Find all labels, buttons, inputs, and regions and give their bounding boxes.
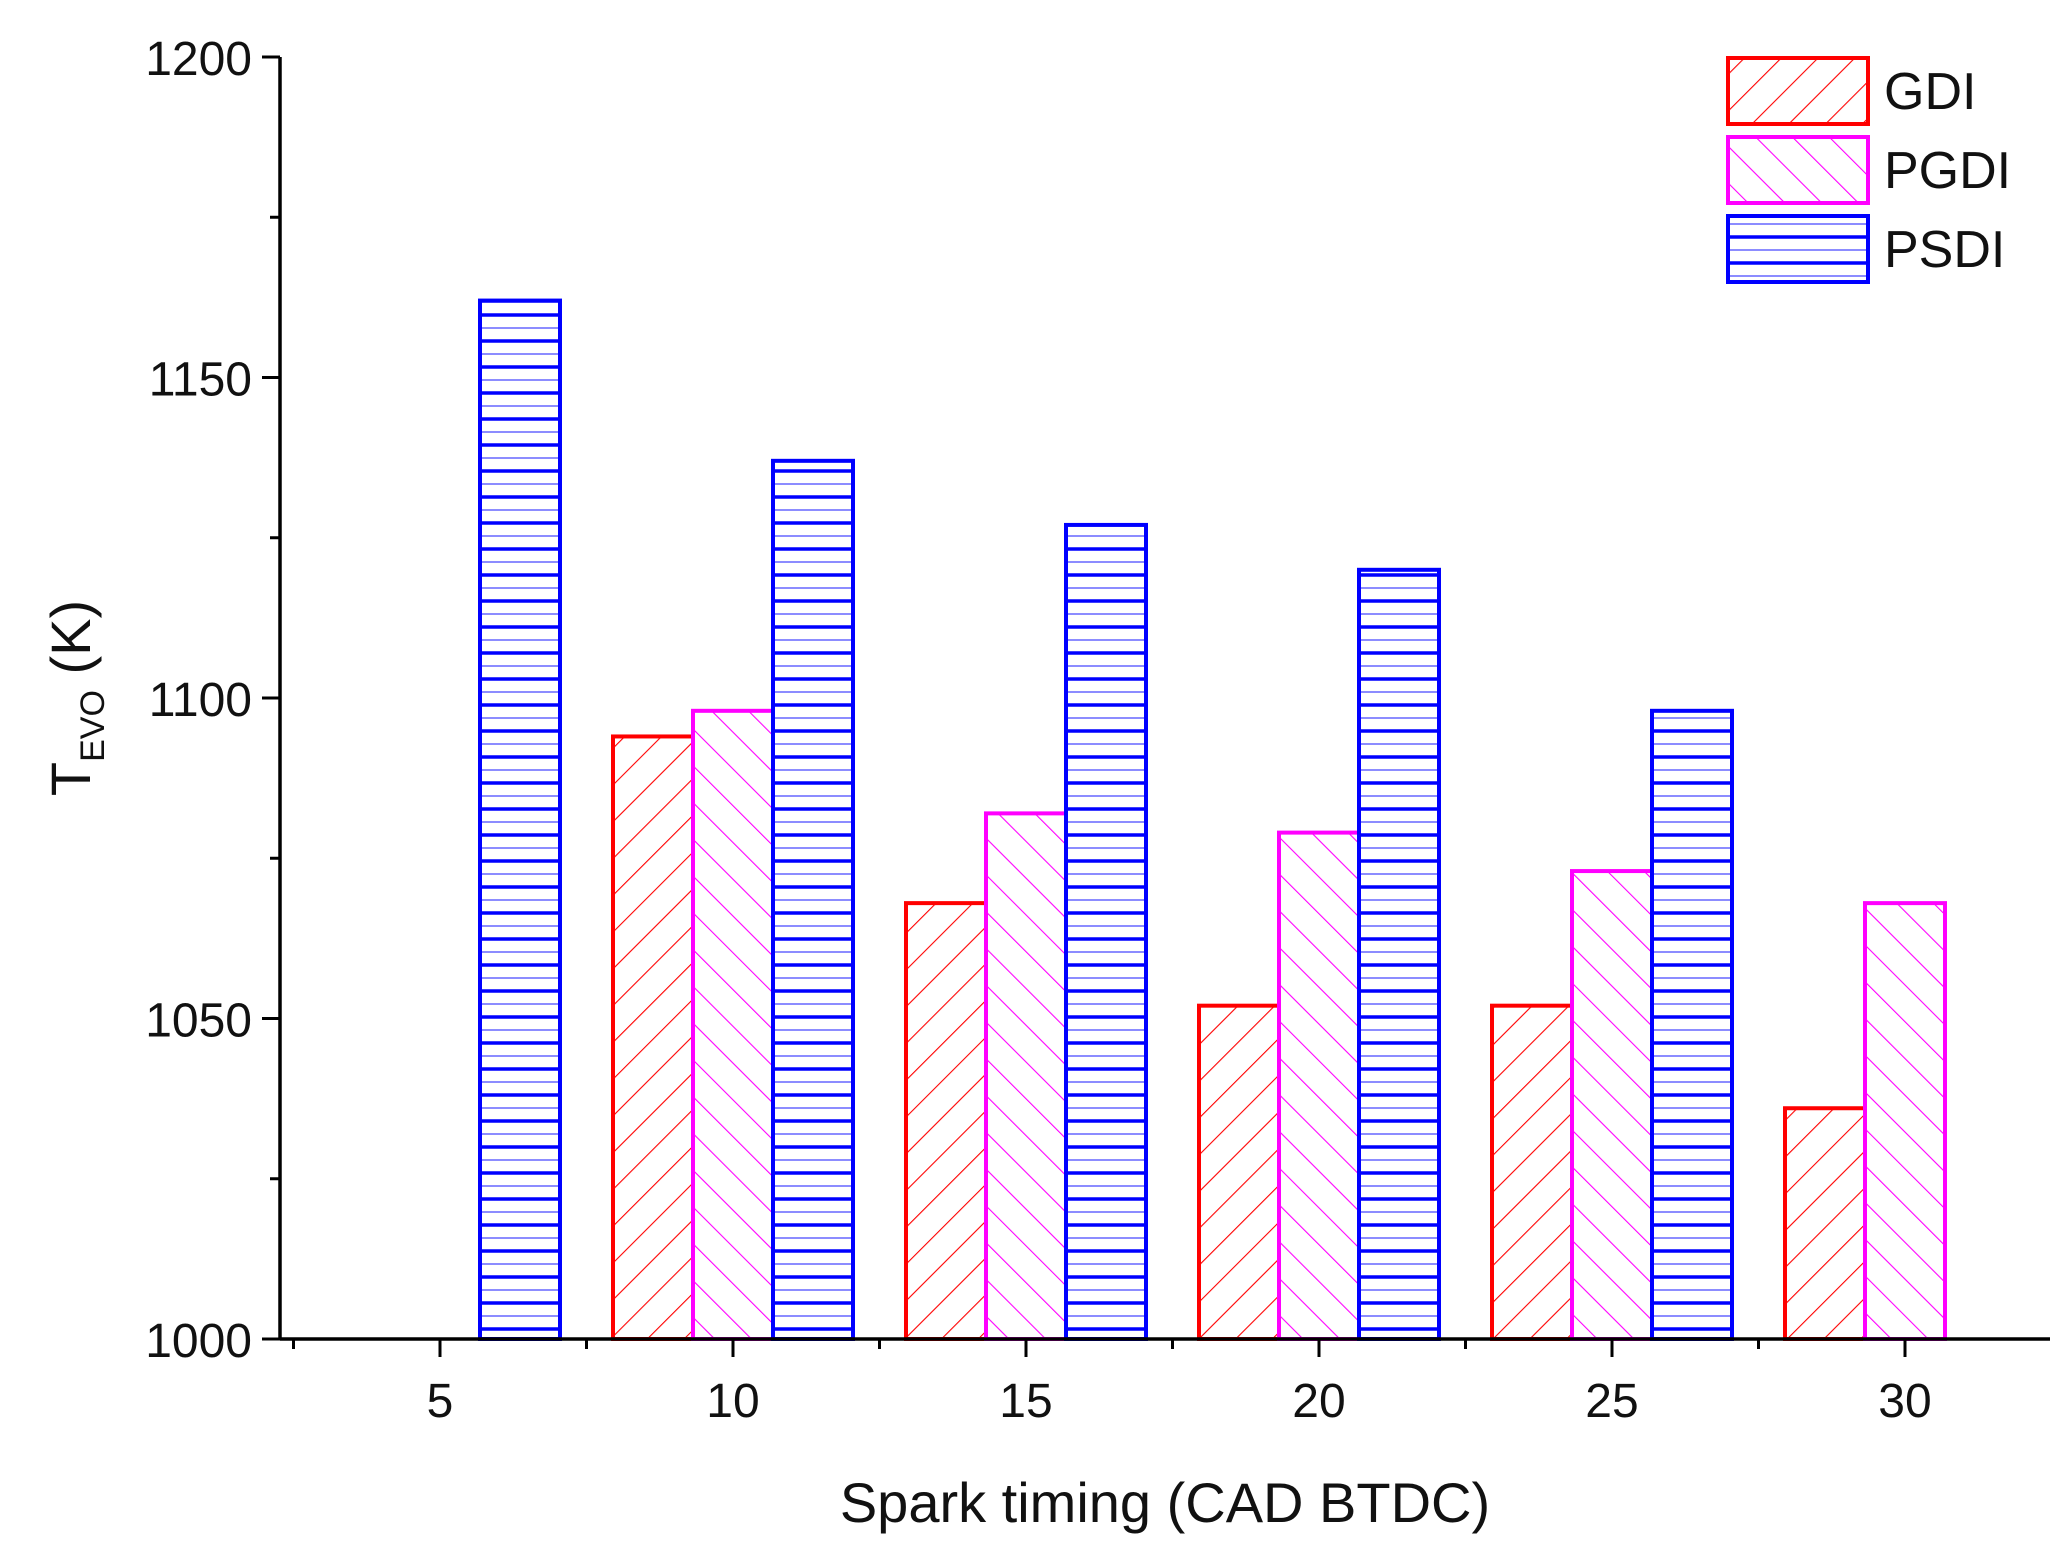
legend-label-pgdi: PGDI (1884, 142, 2011, 200)
bar-gdi-30 (1783, 1106, 1867, 1341)
x-tick-label: 5 (427, 1375, 454, 1428)
x-ticks-group: 5 10 15 20 25 30 (292, 1339, 1932, 1428)
plot-area: 1000 1050 1100 1150 1200 5 10 15 20 25 30 (145, 33, 2050, 1428)
bar-pgdi-10 (691, 708, 775, 1341)
y-tick-label: 1050 (145, 995, 252, 1048)
bar-psdi-10 (771, 458, 855, 1341)
bar-psdi-5 (478, 298, 562, 1342)
bars-group (478, 298, 1947, 1342)
x-tick-label: 20 (1292, 1375, 1345, 1428)
y-axis-title-main: T (39, 762, 102, 796)
legend-swatch-gdi (1726, 56, 1870, 126)
bar-psdi-15 (1064, 522, 1148, 1341)
y-axis-title: TEVO (K) (39, 600, 112, 796)
y-ticks-group: 1000 1050 1100 1150 1200 (145, 33, 280, 1368)
x-tick-label: 10 (706, 1375, 759, 1428)
bar-pgdi-20 (1277, 830, 1361, 1341)
bar-psdi-25 (1650, 708, 1734, 1341)
y-tick-label: 1100 (149, 674, 252, 727)
bar-pgdi-15 (984, 811, 1068, 1341)
legend-label-gdi: GDI (1884, 63, 1976, 121)
legend-swatch-psdi (1726, 214, 1870, 284)
x-tick-label: 25 (1585, 1375, 1638, 1428)
bar-gdi-20 (1197, 1003, 1281, 1341)
y-tick-label: 1150 (149, 354, 252, 407)
bar-gdi-15 (904, 901, 988, 1341)
y-axis-title-sub: EVO (74, 690, 112, 762)
x-tick-label: 15 (999, 1375, 1052, 1428)
y-tick-label: 1000 (145, 1315, 252, 1368)
legend-swatch-pgdi (1726, 135, 1870, 205)
bar-pgdi-25 (1570, 869, 1654, 1341)
y-axis-title-unit: (K) (39, 600, 102, 690)
bar-psdi-20 (1357, 567, 1441, 1341)
bar-pgdi-30 (1863, 901, 1947, 1341)
legend: GDI PGDI PSDI (1726, 56, 2011, 284)
x-tick-label: 30 (1878, 1375, 1931, 1428)
y-tick-label: 1200 (145, 33, 252, 86)
legend-label-psdi: PSDI (1884, 221, 2005, 279)
x-axis-title: Spark timing (CAD BTDC) (840, 1471, 1490, 1534)
bar-gdi-10 (611, 734, 695, 1341)
bar-gdi-25 (1490, 1003, 1574, 1341)
